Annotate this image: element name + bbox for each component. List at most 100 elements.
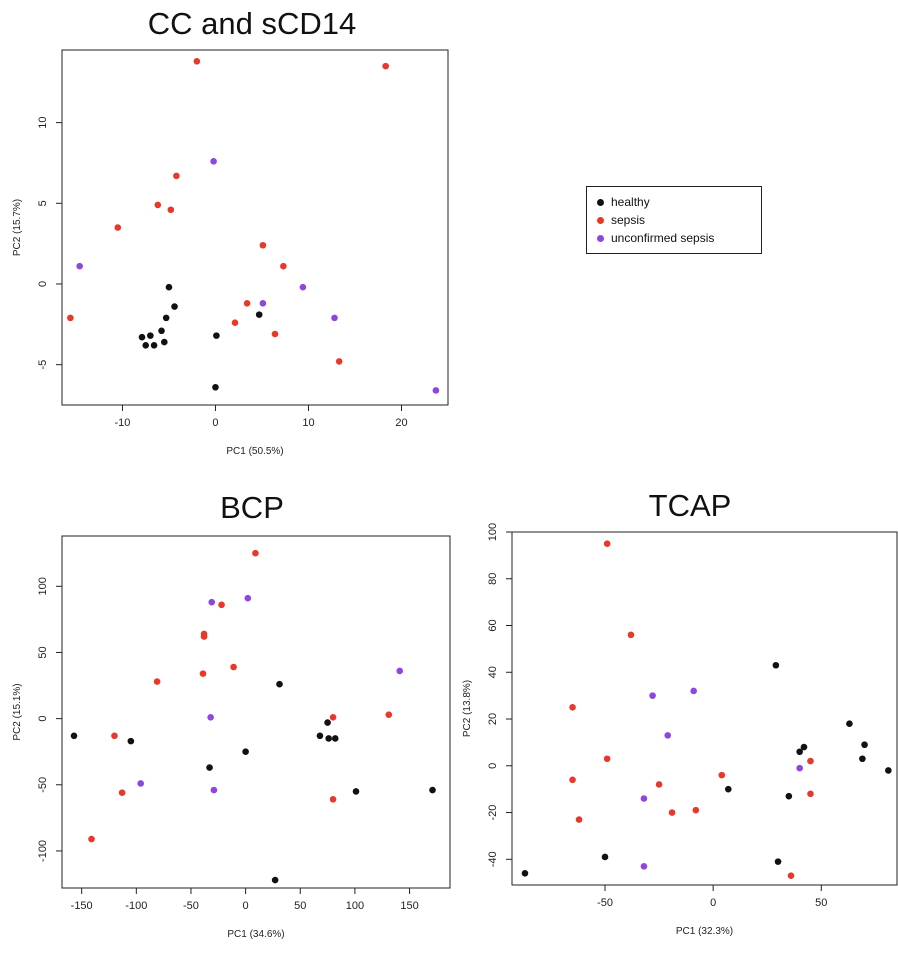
point-unconfirmed-sepsis bbox=[640, 795, 648, 802]
x-tick-label: 0 bbox=[212, 417, 218, 429]
legend-item-healthy: healthy bbox=[597, 194, 650, 210]
point-sepsis bbox=[193, 57, 201, 65]
y-tick-label: 100 bbox=[37, 577, 49, 595]
y-tick-label: -40 bbox=[487, 851, 499, 867]
x-tick-label: 50 bbox=[815, 897, 827, 909]
point-unconfirmed-sepsis bbox=[664, 732, 672, 739]
point-healthy bbox=[316, 732, 324, 740]
point-sepsis bbox=[111, 732, 118, 740]
point-healthy bbox=[785, 792, 793, 800]
chart-title-bcp: BCP bbox=[220, 490, 284, 525]
point-unconfirmed-sepsis bbox=[640, 862, 648, 870]
x-tick-label: 0 bbox=[243, 900, 249, 912]
point-sepsis bbox=[218, 601, 225, 609]
point-healthy bbox=[255, 311, 263, 318]
plot-frame bbox=[61, 535, 451, 889]
x-tick-label: 100 bbox=[346, 900, 364, 912]
x-axis-label: PC1 (32.3%) bbox=[676, 926, 733, 937]
y-tick-label: 0 bbox=[37, 716, 49, 722]
x-tick-label: 10 bbox=[302, 417, 314, 429]
y-tick-label: 60 bbox=[487, 619, 499, 631]
point-healthy bbox=[127, 737, 135, 745]
y-tick-label: 100 bbox=[487, 523, 499, 541]
point-healthy bbox=[271, 876, 279, 884]
point-healthy bbox=[138, 333, 146, 341]
point-unconfirmed-sepsis bbox=[396, 667, 404, 675]
y-tick-label: 5 bbox=[37, 200, 49, 206]
point-sepsis bbox=[569, 776, 576, 784]
y-axis-label: PC2 (13.8%) bbox=[462, 680, 473, 737]
point-healthy bbox=[158, 327, 165, 335]
x-axis-label: PC1 (50.5%) bbox=[226, 446, 283, 457]
point-unconfirmed-sepsis bbox=[210, 158, 217, 165]
point-unconfirmed-sepsis bbox=[210, 786, 218, 794]
point-healthy bbox=[429, 786, 436, 794]
point-sepsis bbox=[199, 670, 207, 677]
y-tick-label: 80 bbox=[487, 573, 499, 585]
legend-label-unconfirmed-sepsis: unconfirmed sepsis bbox=[611, 231, 715, 245]
legend-marker-unconfirmed-sepsis bbox=[597, 234, 604, 242]
point-sepsis bbox=[243, 300, 251, 307]
x-tick-label: -150 bbox=[71, 900, 93, 912]
point-sepsis bbox=[787, 872, 795, 879]
point-healthy bbox=[150, 341, 158, 349]
point-healthy bbox=[206, 764, 213, 771]
point-healthy bbox=[331, 735, 339, 742]
plot-1: -150 -100 -50 0 50 100 150 -100 -50 0 50 100 PC1 (34… bbox=[12, 535, 451, 940]
point-sepsis bbox=[230, 663, 237, 671]
x-tick-label: 20 bbox=[395, 417, 407, 429]
point-healthy bbox=[162, 314, 170, 322]
point-sepsis bbox=[231, 319, 239, 327]
point-healthy bbox=[352, 788, 360, 795]
point-healthy bbox=[147, 332, 154, 339]
point-healthy bbox=[242, 748, 249, 755]
y-tick-label: -100 bbox=[37, 840, 49, 862]
point-healthy bbox=[276, 680, 283, 688]
point-healthy bbox=[325, 735, 332, 742]
y-tick-label: -50 bbox=[37, 777, 49, 793]
plot-frame bbox=[511, 531, 898, 886]
point-healthy bbox=[70, 732, 78, 740]
plot-2: -50 0 50 -40 -20 0 20 40 60 80 100 PC1 (32.3%) PC2 (… bbox=[462, 523, 898, 937]
point-unconfirmed-sepsis bbox=[331, 314, 338, 322]
point-sepsis bbox=[385, 711, 393, 718]
point-healthy bbox=[601, 853, 609, 861]
x-tick-label: -10 bbox=[115, 417, 131, 429]
plot-frame bbox=[61, 49, 449, 406]
point-sepsis bbox=[88, 835, 95, 843]
point-sepsis bbox=[329, 713, 337, 721]
point-unconfirmed-sepsis bbox=[208, 598, 216, 606]
legend-item-unconfirmed-sepsis: unconfirmed sepsis bbox=[597, 230, 714, 246]
x-axis-label: PC1 (34.6%) bbox=[227, 929, 284, 940]
plot-0: -10 0 10 20 -5 0 5 10 PC1 (50.5%) PC2 (15.7%) bbox=[12, 49, 449, 457]
y-tick-label: 10 bbox=[37, 116, 49, 128]
point-unconfirmed-sepsis bbox=[432, 387, 440, 394]
legend-marker-healthy bbox=[597, 198, 604, 206]
point-unconfirmed-sepsis bbox=[796, 764, 803, 772]
point-healthy bbox=[724, 785, 732, 793]
point-sepsis bbox=[655, 781, 663, 788]
point-healthy bbox=[800, 743, 808, 751]
point-sepsis bbox=[329, 796, 337, 803]
point-sepsis bbox=[114, 224, 122, 231]
point-unconfirmed-sepsis bbox=[649, 692, 656, 699]
point-unconfirmed-sepsis bbox=[137, 780, 144, 787]
point-sepsis bbox=[271, 330, 279, 338]
point-unconfirmed-sepsis bbox=[76, 262, 83, 270]
point-unconfirmed-sepsis bbox=[690, 687, 697, 695]
y-tick-label: -5 bbox=[37, 360, 49, 370]
x-tick-label: 150 bbox=[400, 900, 418, 912]
point-unconfirmed-sepsis bbox=[259, 300, 267, 307]
point-sepsis bbox=[200, 633, 208, 640]
y-tick-label: 0 bbox=[37, 281, 49, 287]
point-healthy bbox=[142, 341, 150, 349]
point-sepsis bbox=[280, 262, 287, 270]
point-healthy bbox=[846, 720, 853, 727]
point-sepsis bbox=[167, 206, 175, 214]
x-tick-label: -100 bbox=[125, 900, 147, 912]
point-healthy bbox=[774, 858, 782, 865]
point-unconfirmed-sepsis bbox=[299, 283, 307, 291]
x-tick-label: 0 bbox=[710, 897, 716, 909]
point-sepsis bbox=[575, 816, 583, 823]
point-unconfirmed-sepsis bbox=[244, 594, 252, 602]
